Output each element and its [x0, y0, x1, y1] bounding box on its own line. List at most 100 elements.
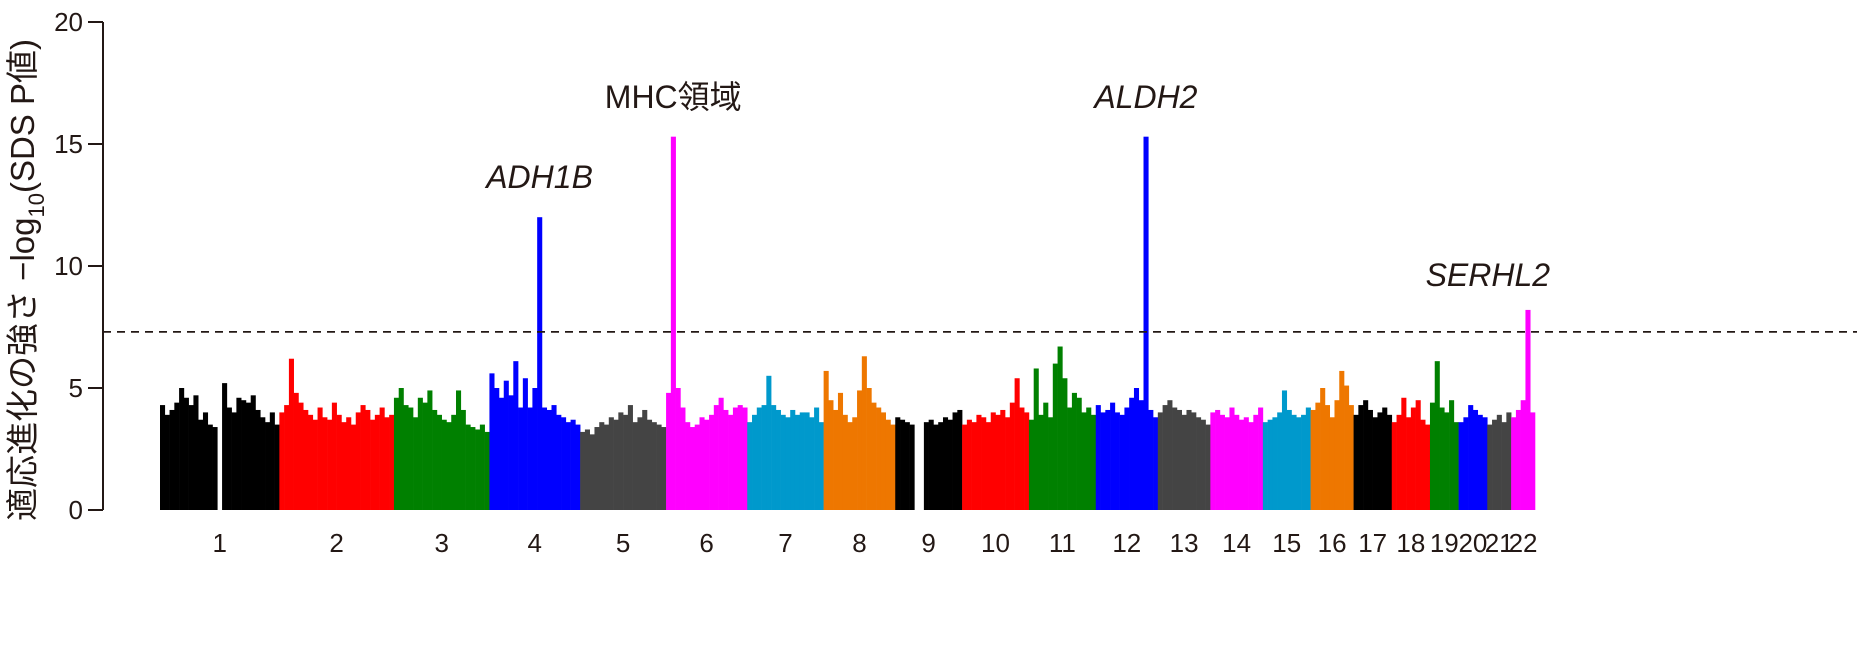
snp-column: [1415, 400, 1421, 510]
snp-column: [1129, 397, 1135, 510]
snp-column: [494, 388, 500, 510]
snp-column: [222, 383, 228, 510]
snp-column: [1167, 400, 1173, 510]
snp-column: [293, 392, 299, 510]
snp-column: [513, 361, 519, 510]
snp-column: [1353, 414, 1359, 510]
snp-column: [1090, 414, 1097, 510]
snp-column: [1267, 419, 1273, 510]
snp-column: [303, 409, 309, 510]
snp-column: [1196, 417, 1202, 510]
snp-column: [1086, 407, 1092, 510]
snp-column: [503, 380, 509, 510]
snp-column: [551, 405, 557, 510]
snp-column: [565, 422, 571, 510]
snp-column: [1425, 424, 1431, 510]
snp-column: [288, 358, 294, 510]
snp-column: [255, 409, 261, 510]
snp-column: [713, 405, 719, 510]
snp-column: [666, 392, 672, 510]
snp-column: [269, 412, 275, 510]
snp-column: [957, 409, 963, 510]
snp-column: [212, 427, 218, 510]
snp-column: [761, 405, 767, 510]
snp-column: [518, 407, 524, 510]
snp-column: [441, 419, 447, 510]
y-tick-label: 20: [54, 7, 83, 37]
x-tick-label: 20: [1458, 528, 1487, 558]
snp-column: [1219, 414, 1225, 510]
snp-column: [942, 417, 949, 510]
snp-column: [522, 378, 528, 510]
snp-column: [1114, 412, 1120, 510]
snp-column: [685, 422, 691, 510]
y-tick-label: 0: [69, 495, 83, 525]
snp-column: [308, 414, 314, 510]
x-tick-label: 1: [212, 528, 226, 558]
x-tick-label: 16: [1318, 528, 1347, 558]
snp-column: [317, 407, 323, 510]
x-tick-label: 21: [1485, 528, 1514, 558]
snp-column: [771, 405, 777, 510]
snp-column: [498, 397, 505, 510]
snp-column: [1453, 422, 1459, 510]
y-label-part: 適応進化の強さ −log: [4, 218, 41, 521]
snp-column: [775, 409, 781, 510]
snp-column: [436, 414, 442, 510]
snp-column: [460, 409, 466, 510]
snp-column: [1024, 412, 1030, 510]
snp-column: [747, 422, 753, 510]
snp-column: [1487, 424, 1493, 510]
snp-column: [226, 407, 232, 510]
snp-column: [1334, 400, 1340, 510]
snp-column: [837, 392, 844, 510]
x-tick-label: 12: [1112, 528, 1141, 558]
snp-column: [1320, 388, 1326, 510]
snp-column: [1095, 405, 1101, 510]
snp-column: [336, 414, 342, 510]
snp-column: [1028, 419, 1034, 510]
snp-column: [1157, 412, 1163, 510]
snp-column: [699, 417, 705, 510]
snp-column: [570, 419, 576, 510]
snp-column: [871, 402, 877, 510]
snp-column: [766, 375, 772, 510]
snp-column: [694, 424, 700, 510]
snp-column: [928, 419, 934, 510]
snp-column: [456, 390, 462, 510]
snp-column: [623, 414, 629, 510]
snp-column: [637, 417, 643, 510]
x-tick-label: 2: [329, 528, 343, 558]
snp-column: [241, 400, 247, 510]
snp-column: [1477, 414, 1483, 510]
snp-column: [1138, 400, 1144, 510]
snp-column: [1382, 407, 1388, 510]
snp-column: [1253, 414, 1259, 510]
snp-column: [1119, 414, 1125, 510]
snp-column: [1143, 136, 1149, 510]
snp-column: [1191, 412, 1197, 510]
snp-column: [1496, 414, 1502, 510]
snp-column: [202, 412, 209, 510]
snp-column: [1363, 400, 1369, 510]
snp-column: [1176, 409, 1183, 510]
snp-column: [1286, 409, 1292, 510]
snp-column: [370, 419, 376, 510]
peak-annotation: ALDH2: [1092, 79, 1197, 115]
snp-column: [976, 414, 982, 510]
snp-column: [1396, 414, 1402, 510]
snp-column: [1224, 417, 1230, 510]
snp-column: [1305, 407, 1311, 510]
snp-column: [1420, 419, 1426, 510]
snp-column: [389, 414, 395, 510]
snp-column: [1009, 402, 1015, 510]
snp-column: [709, 414, 715, 510]
snp-column: [938, 422, 944, 510]
snp-column: [675, 388, 681, 510]
y-tick-label: 5: [69, 373, 83, 403]
snp-column: [1281, 390, 1288, 510]
snp-column: [1520, 400, 1526, 510]
snp-column: [661, 427, 667, 510]
snp-column: [245, 402, 252, 510]
